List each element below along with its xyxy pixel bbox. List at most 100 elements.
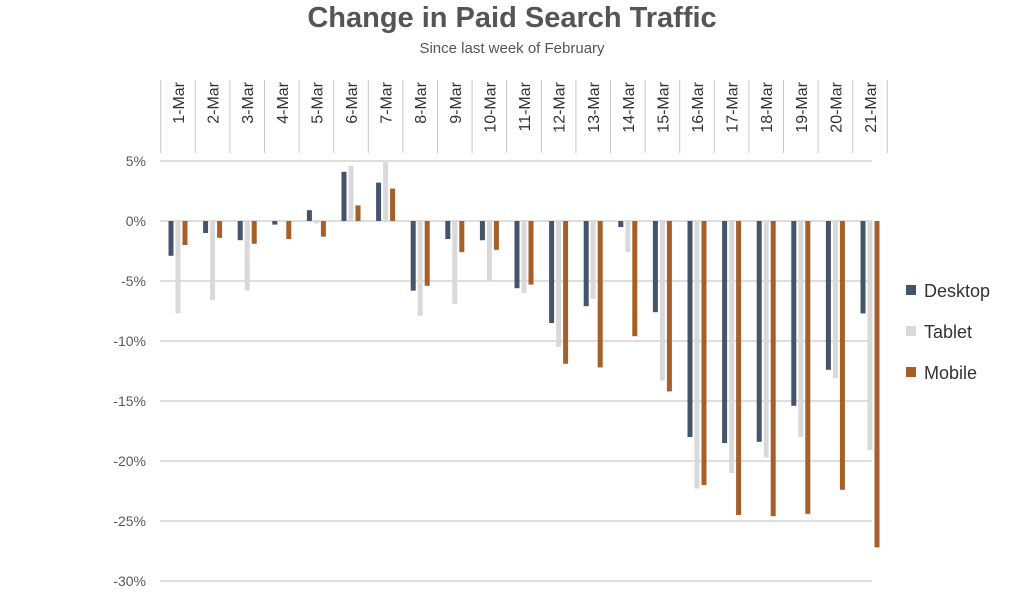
bar-tablet <box>348 165 354 221</box>
bars <box>168 162 880 548</box>
x-tick-label: 17-Mar <box>725 81 742 132</box>
bar-desktop <box>341 171 347 221</box>
x-axis-ticks: 1-Mar 2-Mar 3-Mar 4-Mar 5-Mar 6-Mar 7-Mar 8-Mar… <box>171 81 880 132</box>
chart-title: Change in Paid Search Traffic <box>307 2 717 34</box>
legend-swatch <box>906 285 916 295</box>
bar-mobile <box>770 221 776 517</box>
bar-tablet <box>175 221 181 314</box>
x-tick-label: 7-Mar <box>379 81 396 123</box>
bar-tablet <box>590 221 596 299</box>
bar-desktop <box>445 221 451 239</box>
bar-desktop <box>618 221 624 227</box>
bar-mobile <box>355 205 361 221</box>
bar-desktop <box>376 182 382 221</box>
legend-label: Tablet <box>924 322 972 342</box>
legend-swatch <box>906 367 916 377</box>
bar-desktop <box>237 221 243 241</box>
x-tick-label: 9-Mar <box>448 81 465 123</box>
bar-desktop <box>791 221 797 406</box>
bar-mobile <box>390 188 396 221</box>
bar-tablet <box>452 221 458 304</box>
x-tick-label: 11-Mar <box>517 81 534 131</box>
bar-desktop <box>687 221 693 437</box>
x-tick-label: 21-Mar <box>863 81 880 132</box>
y-tick-label: -5% <box>121 273 146 289</box>
bar-tablet <box>556 221 562 347</box>
bar-mobile <box>320 221 326 237</box>
bar-tablet <box>486 221 492 281</box>
x-tick-label: 14-Mar <box>621 81 638 132</box>
bar-tablet <box>521 221 527 293</box>
bar-mobile <box>666 221 672 392</box>
bar-tablet <box>763 221 769 458</box>
bar-desktop <box>756 221 762 442</box>
bar-tablet <box>417 221 423 316</box>
y-tick-label: -25% <box>113 513 146 529</box>
x-tick-label: 3-Mar <box>240 81 257 123</box>
bar-tablet <box>625 221 631 253</box>
bar-mobile <box>286 221 292 239</box>
bar-tablet <box>832 221 838 379</box>
bar-desktop <box>168 221 174 256</box>
bar-desktop <box>583 221 589 307</box>
legend-label: Mobile <box>924 363 977 383</box>
x-tick-label: 8-Mar <box>413 81 430 123</box>
bar-mobile <box>805 221 811 514</box>
x-tick-label: 16-Mar <box>690 81 707 132</box>
bar-mobile <box>874 221 880 548</box>
x-tick-label: 5-Mar <box>309 81 326 123</box>
bar-mobile <box>459 221 465 253</box>
bar-mobile <box>528 221 534 285</box>
bar-mobile <box>563 221 569 364</box>
bar-desktop <box>652 221 658 313</box>
bar-desktop <box>722 221 728 443</box>
x-tick-label: 15-Mar <box>655 81 672 132</box>
bar-mobile <box>251 221 257 244</box>
bar-mobile <box>182 221 188 245</box>
bar-desktop <box>410 221 416 291</box>
x-tick-label: 4-Mar <box>275 81 292 123</box>
x-tick-label: 18-Mar <box>759 81 776 132</box>
bar-mobile <box>597 221 603 368</box>
y-tick-label: -30% <box>113 573 146 589</box>
bar-desktop <box>272 221 278 225</box>
y-tick-label: -20% <box>113 453 146 469</box>
bar-mobile <box>839 221 845 490</box>
bar-mobile <box>736 221 742 515</box>
y-tick-label: 5% <box>126 153 146 169</box>
chart-subtitle: Since last week of February <box>419 40 605 57</box>
bar-desktop <box>514 221 520 289</box>
bar-tablet <box>694 221 700 489</box>
bar-desktop <box>825 221 831 370</box>
bar-tablet <box>729 221 735 473</box>
legend-swatch <box>906 326 916 336</box>
bar-tablet <box>867 221 873 451</box>
x-tick-label: 13-Mar <box>586 81 603 132</box>
gridlines <box>160 80 888 582</box>
bar-tablet <box>279 221 285 222</box>
bar-tablet <box>798 221 804 437</box>
bar-tablet <box>383 162 389 221</box>
bar-mobile <box>217 221 223 238</box>
y-tick-label: 0% <box>126 213 146 229</box>
bar-mobile <box>424 221 430 286</box>
bar-desktop <box>306 210 312 221</box>
x-tick-label: 2-Mar <box>206 81 223 123</box>
bar-tablet <box>244 221 250 291</box>
legend-label: Desktop <box>924 281 990 301</box>
bar-mobile <box>493 221 499 250</box>
bar-tablet <box>210 221 216 301</box>
bar-mobile <box>701 221 707 485</box>
bar-tablet <box>659 221 665 381</box>
x-tick-label: 1-Mar <box>171 81 188 123</box>
x-tick-label: 12-Mar <box>552 81 569 132</box>
x-tick-label: 10-Mar <box>482 81 499 132</box>
x-tick-label: 6-Mar <box>344 81 361 123</box>
bar-tablet <box>313 221 319 224</box>
x-tick-label: 20-Mar <box>828 81 845 132</box>
bar-desktop <box>549 221 555 323</box>
bar-desktop <box>203 221 209 233</box>
y-tick-label: -10% <box>113 333 146 349</box>
bar-mobile <box>632 221 638 337</box>
